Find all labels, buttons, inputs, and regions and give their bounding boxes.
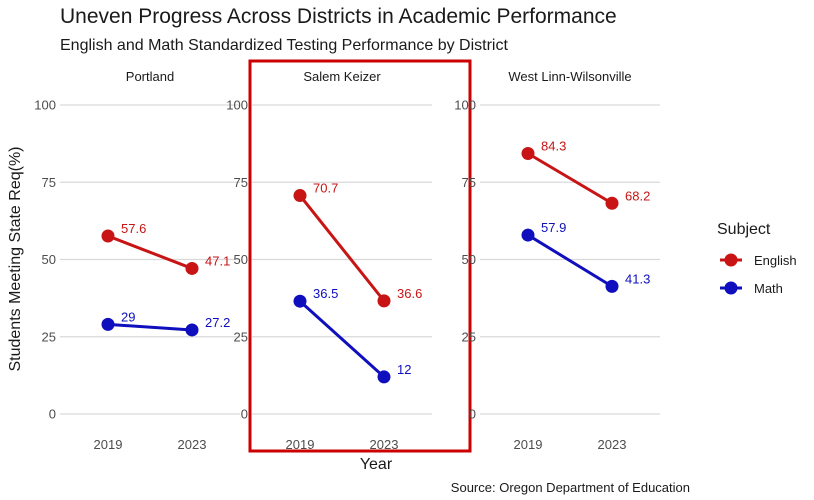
legend-key-point-math (724, 281, 738, 295)
chart-title: Uneven Progress Across Districts in Acad… (60, 5, 617, 28)
data-label-math: 41.3 (625, 271, 650, 286)
data-point-english (185, 261, 199, 275)
data-point-math (377, 370, 391, 384)
facet-panels: 0 25 50 75 100 2019 2023 Portland 57.6 47.1 29 27.2… (34, 59, 660, 453)
legend-label-english: English (754, 253, 797, 268)
x-axis-title: Year (360, 456, 393, 473)
data-label-math: 36.5 (313, 286, 338, 301)
y-tick-label: 100 (454, 98, 476, 113)
x-tick-label: 2019 (514, 437, 543, 452)
legend: Subject English Math (717, 221, 797, 296)
data-point-math (605, 279, 619, 293)
panel-salem-keizer: 0 25 50 75 100 2019 2023 Salem Keizer 70.7 36.6 36… (226, 59, 472, 453)
series-line-english (527, 152, 613, 205)
data-label-math: 12 (397, 362, 411, 377)
y-tick-label: 0 (241, 407, 248, 422)
y-tick-label: 100 (226, 98, 248, 113)
x-tick-label: 2019 (286, 437, 315, 452)
series-line-math (107, 322, 193, 332)
data-point-english (101, 229, 115, 243)
y-tick-label: 75 (234, 175, 248, 190)
data-point-math (101, 317, 115, 331)
highlight-box (248, 59, 472, 453)
y-tick-label: 25 (42, 329, 56, 344)
series-line-math (527, 233, 613, 288)
data-label-english: 36.6 (397, 286, 422, 301)
data-point-math (185, 323, 199, 337)
legend-title: Subject (717, 221, 771, 238)
legend-key-point-english (724, 253, 738, 267)
data-point-english (293, 189, 307, 203)
panel-title: Portland (126, 69, 174, 84)
chart-caption: Source: Oregon Department of Education (451, 480, 690, 495)
data-label-english: 47.1 (205, 253, 230, 268)
y-tick-label: 0 (469, 407, 476, 422)
series-line-english (107, 234, 193, 270)
data-label-english: 70.7 (313, 181, 338, 196)
data-label-math: 57.9 (541, 220, 566, 235)
series-line-math (298, 300, 386, 379)
panel-west-linn-wilsonville: 0 25 50 75 100 2019 2023 West Linn-Wilsonville 8… (454, 69, 660, 452)
x-tick-label: 2019 (94, 437, 123, 452)
x-tick-label: 2023 (370, 437, 399, 452)
data-point-english (377, 294, 391, 308)
data-label-math: 29 (121, 309, 135, 324)
panel-portland: 0 25 50 75 100 2019 2023 Portland 57.6 47.1 29 27.2 (34, 69, 240, 452)
panel-title: Salem Keizer (303, 69, 381, 84)
data-point-english (521, 147, 535, 161)
y-tick-label: 50 (462, 252, 476, 267)
x-tick-label: 2023 (178, 437, 207, 452)
y-tick-label: 50 (42, 252, 56, 267)
data-point-math (293, 294, 307, 308)
data-label-english: 68.2 (625, 188, 650, 203)
y-tick-label: 25 (462, 329, 476, 344)
series-line-english (298, 194, 386, 302)
y-tick-label: 75 (462, 175, 476, 190)
y-tick-label: 100 (34, 98, 56, 113)
data-label-english: 84.3 (541, 139, 566, 154)
chart-subtitle: English and Math Standardized Testing Pe… (60, 37, 508, 54)
data-label-english: 57.6 (121, 221, 146, 236)
y-tick-label: 25 (234, 329, 248, 344)
y-axis-title: Students Meeting State Req(%) (7, 146, 24, 371)
y-tick-label: 75 (42, 175, 56, 190)
data-point-english (605, 196, 619, 210)
y-tick-label: 50 (234, 252, 248, 267)
x-tick-label: 2023 (598, 437, 627, 452)
legend-label-math: Math (754, 281, 783, 296)
data-label-math: 27.2 (205, 315, 230, 330)
data-point-math (521, 228, 535, 242)
panel-title: West Linn-Wilsonville (508, 69, 631, 84)
y-tick-label: 0 (49, 407, 56, 422)
